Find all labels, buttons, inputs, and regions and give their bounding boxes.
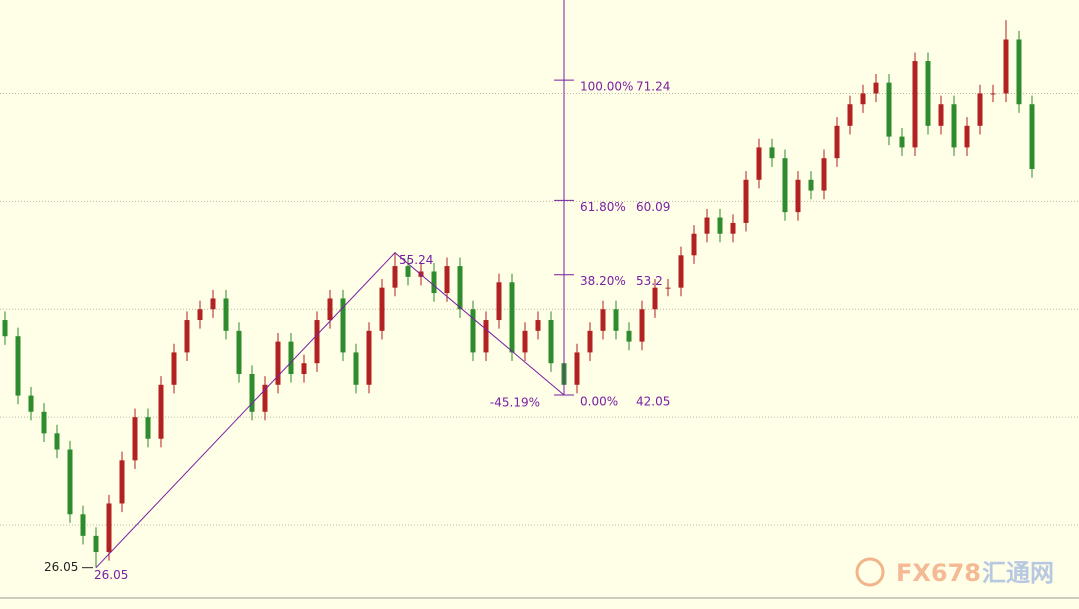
candle-body [795,179,801,213]
candle-body [769,147,775,159]
fib-value: 53.2 [636,274,663,288]
candle-body [483,320,489,353]
fib-value: 60.09 [636,200,670,214]
candle-body [80,514,86,536]
fib-percent: 100.00% [580,80,633,94]
candle-body [717,217,723,234]
candle-body [990,93,996,95]
start-label: 26.05 [94,568,128,582]
candle-body [522,330,528,353]
candle-body [704,217,710,234]
candle-body [15,336,21,396]
candle-body [41,411,47,434]
candle-body [223,298,229,331]
candle-body [132,417,138,461]
candle-body [977,93,983,126]
candle-body [600,309,606,331]
candle-body [444,266,450,294]
candle-body [743,179,749,223]
candle-body [834,125,840,159]
candle-body [171,352,177,385]
candle-body [119,460,125,504]
candle-body [314,320,320,364]
zigzag-line [95,252,565,569]
peak-label: 55.24 [399,253,433,267]
candle-body [379,287,385,331]
watermark-brand: FX678 [896,559,981,587]
watermark: FX678 汇通网 [855,557,1054,587]
candle-body [535,320,541,331]
candle-body [145,417,151,439]
candle-body [678,255,684,288]
candle-body [938,104,944,126]
candle-body [873,82,879,94]
candle-body [327,298,333,321]
candle-body [613,309,619,331]
candle-body [197,309,203,321]
candle-body [54,433,60,450]
candle-body [93,535,99,553]
fib-percent: 61.80% [580,200,626,214]
candle-body [262,384,268,412]
candle-body [158,384,164,439]
candle-body [860,93,866,105]
watermark-logo [855,557,885,587]
candle-body [67,449,73,515]
start-label-left: 26.05 [44,560,78,574]
watermark-name: 汇通网 [982,559,1054,587]
candle-body [509,282,515,353]
candle-body [1016,39,1022,105]
fib-percent: 0.00% [580,395,618,409]
candle-body [457,266,463,310]
fib-percent: 38.20% [580,274,626,288]
candle-body [691,233,697,256]
candle-body [431,271,437,294]
candle-body [288,341,294,374]
candle-body [899,136,905,148]
candle-body [587,330,593,353]
candle-body [2,320,8,337]
candle-body [210,298,216,310]
candle-body [184,320,190,353]
candle-body [730,222,736,234]
candle-body [782,158,788,213]
candle-body [340,298,346,353]
candle-body [301,363,307,374]
candle-body [275,341,281,385]
candle-body [652,287,658,310]
candle-body [808,179,814,191]
change-label: -45.19% [490,396,540,410]
candle-body [1029,104,1035,169]
candle-body [249,373,255,412]
candle-body [912,61,918,148]
candle-body [405,266,411,277]
candle-body [548,320,554,364]
candle-body [951,104,957,148]
candle-body [1003,39,1009,94]
fib-value: 71.24 [636,80,670,94]
candle-body [28,395,34,412]
candle-body [353,352,359,385]
candle-body [886,82,892,137]
candle-body [366,330,372,385]
candle-body [756,147,762,180]
fib-value: 42.05 [636,395,670,409]
candle-body [392,266,398,288]
candle-body [626,330,632,342]
candle-body [236,330,242,374]
candle-body [964,125,970,148]
candle-body [496,282,502,321]
candle-body [847,104,853,126]
candle-body [665,287,671,289]
candle-body [574,352,580,385]
candle-body [106,503,112,553]
candle-body [925,61,931,126]
candle-body [821,158,827,191]
candle-body [470,309,476,353]
candle-body [639,309,645,342]
